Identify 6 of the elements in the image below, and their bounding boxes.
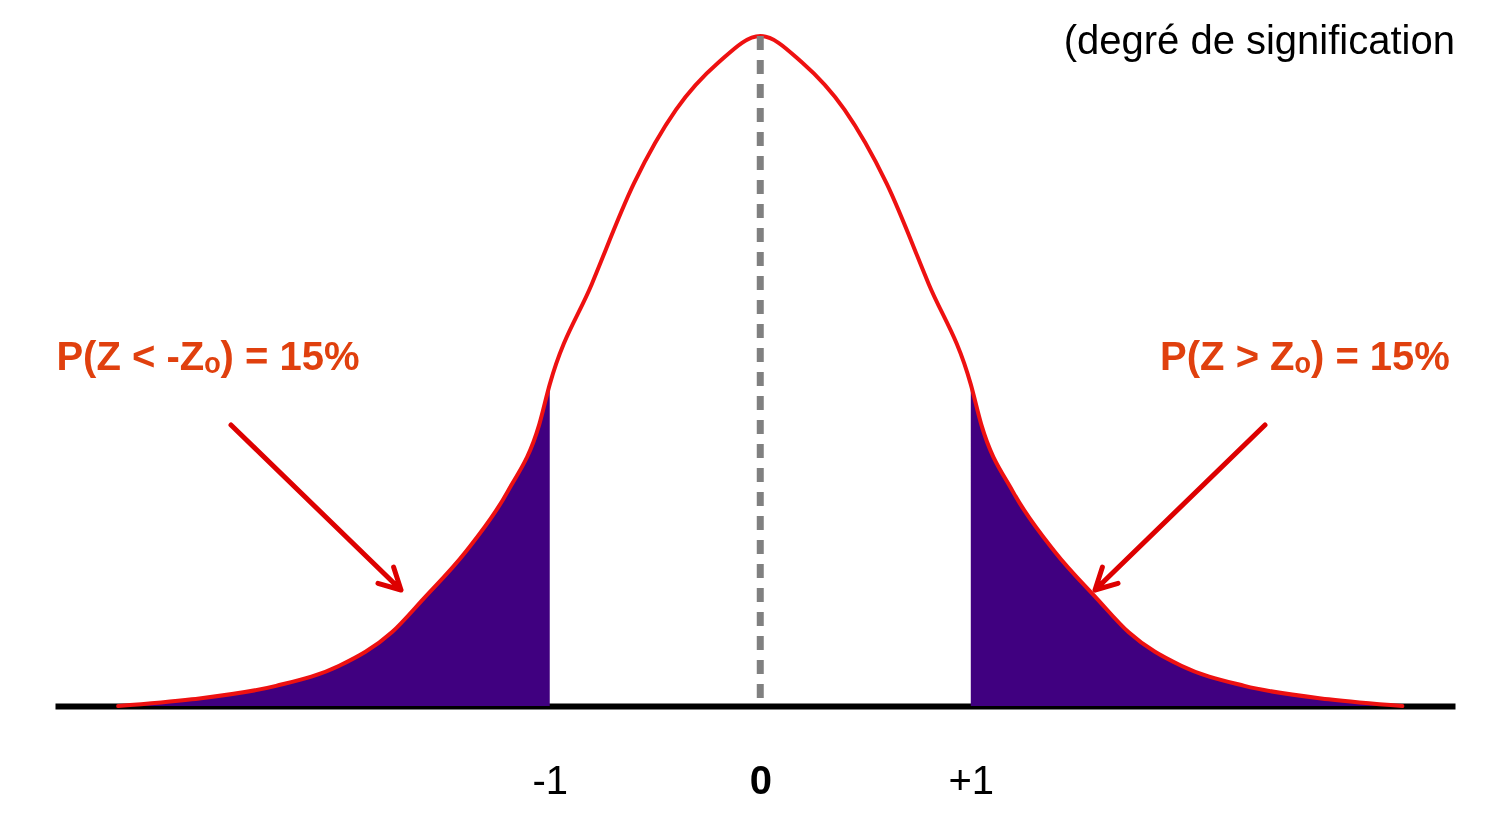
x-tick-label: -1 xyxy=(532,757,569,802)
x-tick-label: 0 xyxy=(749,757,772,802)
annotation: P(Z > Zₒ) = 15% xyxy=(1160,334,1450,378)
annotation: P(Z < -Zₒ) = 15% xyxy=(56,334,360,378)
x-tick-label: +1 xyxy=(948,757,995,802)
annotation: (degré de signification xyxy=(1063,18,1455,62)
